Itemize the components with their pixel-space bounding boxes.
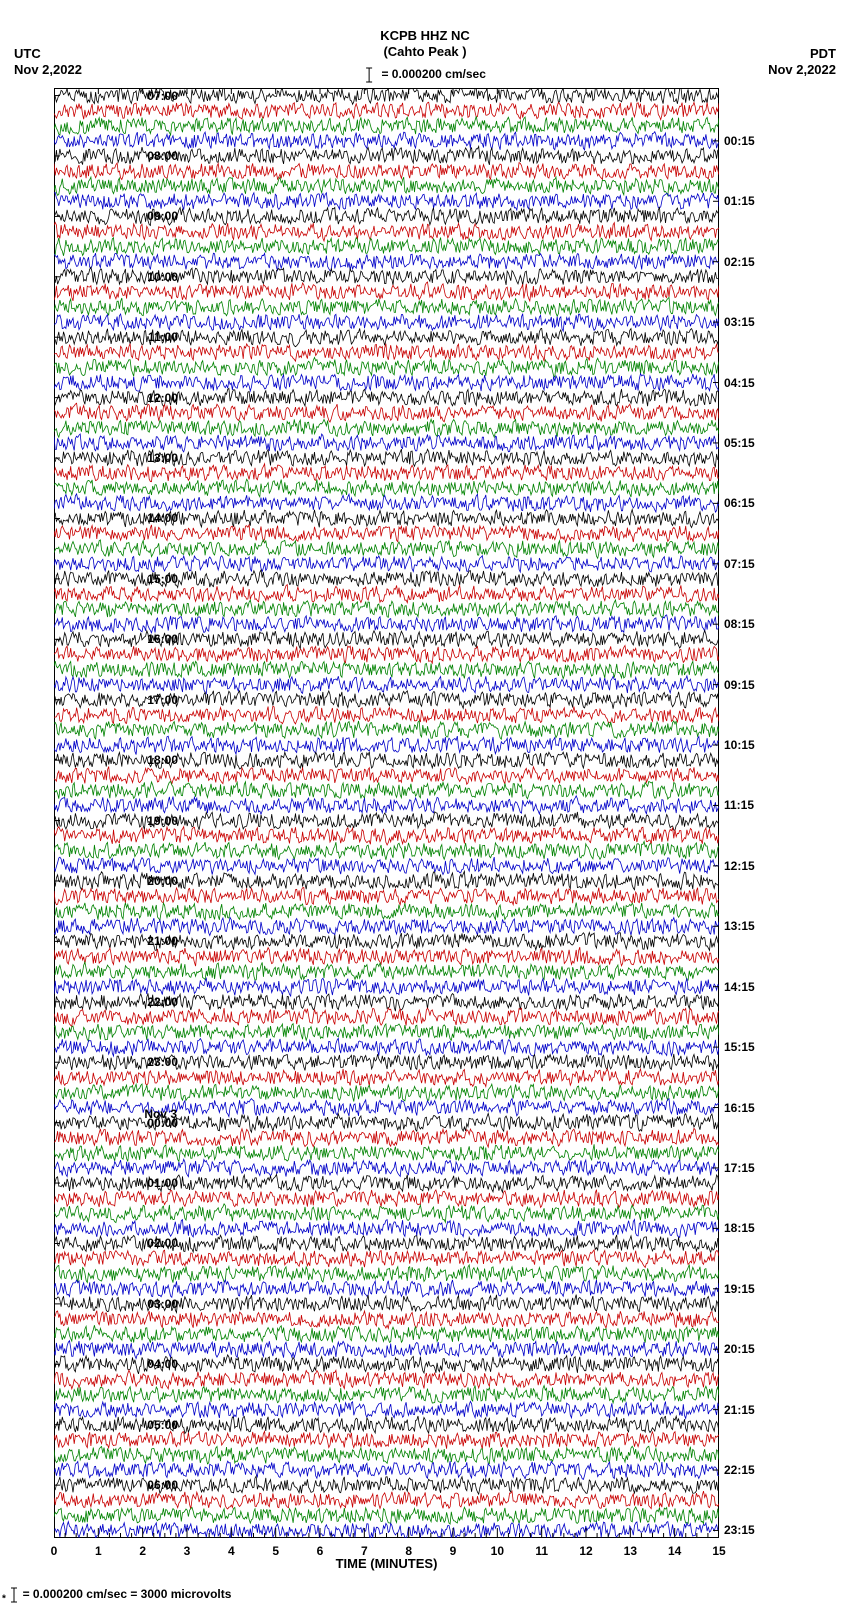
x-tick-label: 1 <box>95 1544 102 1558</box>
right-hour-label: 21:15 <box>724 1403 755 1417</box>
x-tick-label: 6 <box>317 1544 324 1558</box>
right-hour-label: 20:15 <box>724 1342 755 1356</box>
left-hour-label: 20:00 <box>147 874 178 888</box>
left-hour-label: 03:00 <box>147 1297 178 1311</box>
x-axis-label: TIME (MINUTES) <box>54 1556 719 1571</box>
x-tick-label: 10 <box>491 1544 504 1558</box>
right-hour-label: 13:15 <box>724 919 755 933</box>
left-hour-label: 08:00 <box>147 149 178 163</box>
right-hour-label: 14:15 <box>724 980 755 994</box>
left-hour-label: 04:00 <box>147 1357 178 1371</box>
x-tick-label: 12 <box>579 1544 592 1558</box>
left-hour-label: 02:00 <box>147 1236 178 1250</box>
x-tick-label: 3 <box>184 1544 191 1558</box>
amplitude-scale: = 0.000200 cm/sec <box>364 66 486 84</box>
left-hour-label: 18:00 <box>147 753 178 767</box>
right-hour-label: 06:15 <box>724 496 755 510</box>
left-hour-label: 19:00 <box>147 814 178 828</box>
x-tick-label: 13 <box>624 1544 637 1558</box>
left-hour-label: 16:00 <box>147 632 178 646</box>
footer-scale: * = 0.000200 cm/sec = 3000 microvolts <box>2 1586 231 1605</box>
scale-bar-icon <box>364 66 374 84</box>
left-hour-label: 21:00 <box>147 934 178 948</box>
right-hour-label: 02:15 <box>724 255 755 269</box>
left-hour-label: 12:00 <box>147 391 178 405</box>
date-left: Nov 2,2022 <box>14 62 82 77</box>
right-hour-label: 03:15 <box>724 315 755 329</box>
x-tick-label: 11 <box>535 1544 548 1558</box>
right-hour-label: 10:15 <box>724 738 755 752</box>
date-right: Nov 2,2022 <box>768 62 836 77</box>
station-title: KCPB HHZ NC <box>0 28 850 43</box>
right-hour-label: 05:15 <box>724 436 755 450</box>
right-hour-label: 07:15 <box>724 557 755 571</box>
left-hour-label: 05:00 <box>147 1418 178 1432</box>
station-subtitle: (Cahto Peak ) <box>0 44 850 59</box>
right-hour-label: 18:15 <box>724 1221 755 1235</box>
x-tick-label: 2 <box>139 1544 146 1558</box>
right-hour-label: 01:15 <box>724 194 755 208</box>
left-hour-label: 09:00 <box>147 209 178 223</box>
left-hour-label: 15:00 <box>147 572 178 586</box>
right-hour-label: 08:15 <box>724 617 755 631</box>
right-hour-label: 15:15 <box>724 1040 755 1054</box>
scale-bar-icon <box>9 1586 19 1604</box>
left-hour-label: 07:00 <box>147 89 178 103</box>
x-tick-label: 0 <box>51 1544 58 1558</box>
left-hour-label: 17:00 <box>147 693 178 707</box>
seismogram-container: KCPB HHZ NC (Cahto Peak ) = 0.000200 cm/… <box>0 0 850 1613</box>
star-icon: * <box>2 1594 6 1605</box>
daybreak-label: Nov 3 <box>144 1107 177 1121</box>
right-hour-label: 19:15 <box>724 1282 755 1296</box>
x-tick-label: 14 <box>668 1544 681 1558</box>
left-hour-label: 23:00 <box>147 1055 178 1069</box>
right-hour-label: 17:15 <box>724 1161 755 1175</box>
left-hour-label: 13:00 <box>147 451 178 465</box>
tz-right: PDT <box>810 46 836 61</box>
x-tick-label: 4 <box>228 1544 235 1558</box>
right-hour-label: 16:15 <box>724 1101 755 1115</box>
x-tick-label: 15 <box>712 1544 725 1558</box>
x-tick-label: 7 <box>361 1544 368 1558</box>
right-hour-label: 00:15 <box>724 134 755 148</box>
left-hour-label: 11:00 <box>148 330 178 344</box>
right-hour-label: 23:15 <box>724 1523 755 1537</box>
right-hour-label: 12:15 <box>724 859 755 873</box>
scale-label: = 0.000200 cm/sec <box>378 67 486 81</box>
right-hour-label: 04:15 <box>724 376 755 390</box>
footer-text: = 0.000200 cm/sec = 3000 microvolts <box>19 1588 231 1602</box>
left-hour-label: 14:00 <box>147 511 178 525</box>
x-tick-label: 8 <box>405 1544 412 1558</box>
right-hour-label: 09:15 <box>724 678 755 692</box>
tz-left: UTC <box>14 46 41 61</box>
right-hour-label: 22:15 <box>724 1463 755 1477</box>
left-hour-label: 06:00 <box>147 1478 178 1492</box>
left-hour-label: 01:00 <box>147 1176 178 1190</box>
x-tick-label: 9 <box>450 1544 457 1558</box>
left-hour-label: 10:00 <box>147 270 178 284</box>
left-hour-label: 22:00 <box>147 995 178 1009</box>
x-tick-label: 5 <box>272 1544 279 1558</box>
right-hour-label: 11:15 <box>724 798 754 812</box>
